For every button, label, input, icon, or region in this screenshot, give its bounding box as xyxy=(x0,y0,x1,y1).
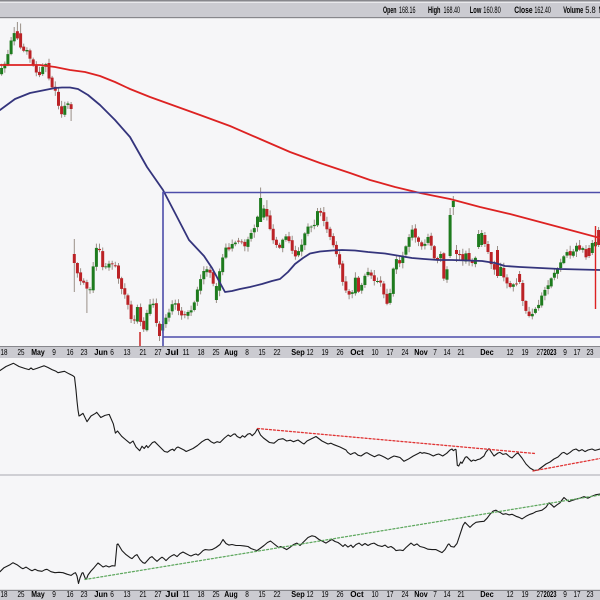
svg-text:6: 6 xyxy=(110,590,114,599)
svg-text:18: 18 xyxy=(198,348,205,357)
svg-text:24: 24 xyxy=(402,348,409,357)
svg-text:17: 17 xyxy=(387,348,394,357)
svg-text:18: 18 xyxy=(198,590,205,599)
svg-text:21: 21 xyxy=(140,348,147,357)
svg-text:6: 6 xyxy=(110,348,114,357)
svg-text:8: 8 xyxy=(245,348,249,357)
svg-text:11: 11 xyxy=(183,590,190,599)
svg-text:23: 23 xyxy=(587,590,594,599)
svg-text:22: 22 xyxy=(274,348,281,357)
svg-text:10: 10 xyxy=(372,590,379,599)
svg-text:19: 19 xyxy=(522,590,529,599)
svg-text:21: 21 xyxy=(458,590,465,599)
svg-text:Oct: Oct xyxy=(350,590,364,599)
svg-text:21: 21 xyxy=(458,348,465,357)
svg-text:25: 25 xyxy=(18,348,25,357)
svg-text:Oct: Oct xyxy=(350,348,364,357)
svg-text:12: 12 xyxy=(507,590,514,599)
svg-text:Volume: Volume xyxy=(563,5,583,16)
svg-text:17: 17 xyxy=(387,590,394,599)
svg-text:25: 25 xyxy=(213,590,220,599)
svg-text:27: 27 xyxy=(537,348,544,357)
svg-text:12: 12 xyxy=(507,348,514,357)
svg-text:14: 14 xyxy=(444,348,451,357)
svg-text:19: 19 xyxy=(322,348,329,357)
svg-text:8: 8 xyxy=(245,590,249,599)
svg-text:9: 9 xyxy=(52,348,56,357)
svg-text:9: 9 xyxy=(563,348,567,357)
svg-text:26: 26 xyxy=(337,348,344,357)
svg-text:Jun: Jun xyxy=(94,348,108,357)
svg-text:26: 26 xyxy=(337,590,344,599)
svg-text:17: 17 xyxy=(574,348,581,357)
svg-text:12: 12 xyxy=(307,348,314,357)
svg-text:Sep: Sep xyxy=(291,348,305,357)
svg-text:13: 13 xyxy=(124,590,131,599)
svg-text:Aug: Aug xyxy=(224,590,238,599)
svg-text:18: 18 xyxy=(1,348,8,357)
svg-text:2023: 2023 xyxy=(544,348,557,357)
svg-text:Open: Open xyxy=(383,5,397,16)
svg-text:Nov: Nov xyxy=(414,590,428,599)
svg-text:Nov: Nov xyxy=(414,348,428,357)
svg-text:Jul: Jul xyxy=(165,348,179,357)
svg-text:13: 13 xyxy=(124,348,131,357)
svg-text:27: 27 xyxy=(155,348,162,357)
svg-text:14: 14 xyxy=(444,590,451,599)
svg-text:12: 12 xyxy=(307,590,314,599)
svg-text:160.80: 160.80 xyxy=(483,5,501,16)
svg-text:24: 24 xyxy=(402,590,409,599)
svg-text:Jul: Jul xyxy=(165,590,179,599)
svg-text:Close: Close xyxy=(514,5,532,16)
svg-text:18: 18 xyxy=(1,590,8,599)
svg-text:19: 19 xyxy=(322,590,329,599)
svg-text:27: 27 xyxy=(155,590,162,599)
svg-text:9: 9 xyxy=(52,590,56,599)
svg-text:25: 25 xyxy=(213,348,220,357)
svg-text:22: 22 xyxy=(274,590,281,599)
svg-text:23: 23 xyxy=(81,348,88,357)
svg-text:High: High xyxy=(428,5,441,16)
svg-text:2023: 2023 xyxy=(544,590,557,599)
svg-text:162.40: 162.40 xyxy=(534,5,551,16)
svg-text:10: 10 xyxy=(372,348,379,357)
svg-text:168.40: 168.40 xyxy=(444,5,461,16)
svg-text:M: M xyxy=(599,5,600,16)
svg-text:Dec: Dec xyxy=(480,348,494,357)
svg-text:21: 21 xyxy=(140,590,147,599)
svg-text:19: 19 xyxy=(522,348,529,357)
svg-text:11: 11 xyxy=(183,348,190,357)
svg-text:7: 7 xyxy=(433,348,437,357)
svg-text:15: 15 xyxy=(259,348,266,357)
svg-text:Dec: Dec xyxy=(480,590,494,599)
svg-text:Sep: Sep xyxy=(291,590,305,599)
svg-text:May: May xyxy=(31,348,45,357)
svg-text:Aug: Aug xyxy=(224,348,238,357)
svg-text:23: 23 xyxy=(587,348,594,357)
svg-text:May: May xyxy=(31,590,45,599)
svg-text:15: 15 xyxy=(259,590,266,599)
svg-text:Low: Low xyxy=(470,5,482,16)
svg-text:Jun: Jun xyxy=(94,590,108,599)
svg-text:7: 7 xyxy=(433,590,437,599)
svg-text:23: 23 xyxy=(81,590,88,599)
svg-text:168.16: 168.16 xyxy=(399,5,416,16)
svg-text:17: 17 xyxy=(574,590,581,599)
svg-text:27: 27 xyxy=(537,590,544,599)
svg-text:16: 16 xyxy=(67,348,74,357)
svg-text:9: 9 xyxy=(563,590,567,599)
svg-text:5.8: 5.8 xyxy=(585,5,596,16)
svg-text:25: 25 xyxy=(18,590,25,599)
svg-text:16: 16 xyxy=(67,590,74,599)
